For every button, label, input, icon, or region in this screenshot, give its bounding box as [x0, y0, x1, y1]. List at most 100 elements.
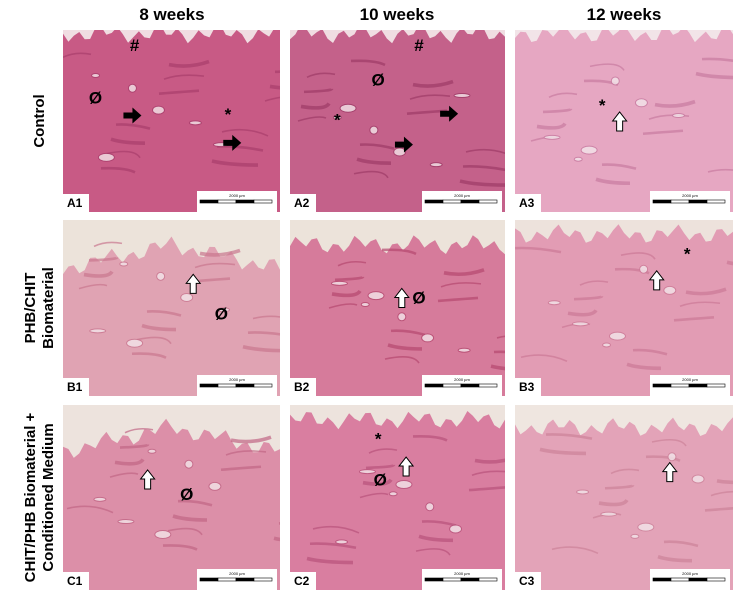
tissue-fiber — [353, 170, 389, 179]
panel-label-box — [290, 572, 316, 590]
image-panel — [290, 405, 505, 590]
panel-label: C1 — [67, 574, 83, 588]
white-arrow — [139, 469, 156, 490]
tissue-cavity — [184, 459, 194, 469]
scale-bar-segment — [217, 199, 237, 204]
scale-bar-segment — [652, 199, 672, 204]
annotation-symbol: Ø — [412, 289, 425, 308]
tissue-fiber — [136, 336, 172, 345]
panel-label: A3 — [519, 196, 535, 210]
tissue-fiber — [63, 52, 92, 59]
annotation-symbol: * — [225, 105, 232, 124]
tissue-cavity — [330, 280, 348, 286]
image-panel — [63, 405, 280, 590]
tissue-fiber — [158, 89, 200, 95]
tissue-fiber — [579, 280, 609, 286]
image-panel — [515, 405, 733, 590]
tissue-fiber — [465, 148, 505, 155]
scale-bar-segment — [688, 199, 708, 204]
scale-bar-segment — [253, 383, 273, 388]
panel-label-box — [515, 572, 541, 590]
tissue-fiber — [716, 479, 733, 485]
tissue — [290, 411, 505, 590]
scale-bar-segment — [424, 199, 444, 204]
image-panel — [515, 220, 733, 396]
annotation-symbol: Ø — [215, 305, 228, 324]
tissue-fiber — [567, 309, 598, 317]
scale-bar-label: 2000 µm — [229, 193, 245, 198]
tissue-cavity — [543, 134, 561, 140]
tissue-cavity — [188, 120, 202, 126]
tissue-fiber — [471, 470, 505, 477]
tissue-fiber — [242, 344, 280, 353]
tissue-fiber — [610, 468, 640, 475]
annotation-symbol: # — [414, 36, 424, 55]
tissue-cavity — [89, 328, 107, 334]
scale-bar-label: 2000 µm — [229, 377, 245, 382]
tissue-fiber — [657, 554, 693, 563]
scale-bar-segment — [442, 199, 462, 204]
tissue-cavity — [610, 76, 620, 86]
scale-bar-segment — [706, 577, 726, 582]
scale-bar-segment — [478, 199, 498, 204]
white-arrow — [185, 273, 202, 294]
scale-bar-segment — [688, 577, 708, 582]
tissue-fiber — [468, 486, 505, 492]
tissue-fiber — [654, 99, 696, 108]
tissue-fiber — [573, 294, 604, 301]
tissue — [63, 30, 280, 212]
panel-label-box — [63, 572, 89, 590]
annotation-symbol: Ø — [89, 89, 102, 108]
panel-label: B1 — [67, 380, 83, 394]
tissue-cavity — [691, 474, 705, 484]
tissue-fiber — [421, 520, 457, 527]
tissue-fiber — [601, 163, 637, 170]
image-panel — [290, 220, 505, 396]
scale-bar-segment — [460, 577, 480, 582]
tissue-cavity — [449, 524, 463, 534]
panel-label-box — [290, 194, 316, 212]
tissue-fiber — [114, 458, 145, 466]
tissue-cavity — [358, 469, 376, 475]
tissue-fiber — [78, 283, 108, 290]
scale-bar-segment — [706, 383, 726, 388]
tissue-fiber — [66, 505, 114, 514]
tissue-fiber — [381, 248, 417, 256]
tissue-cavity — [580, 145, 598, 155]
tissue-fiber — [412, 79, 454, 88]
tissue-fiber — [390, 329, 426, 337]
tissue-fiber — [368, 448, 398, 454]
tissue — [515, 224, 733, 396]
tissue-fiber — [520, 354, 568, 363]
tissue-fiber — [168, 59, 210, 68]
tissue-fiber — [645, 455, 681, 462]
black-arrow — [394, 136, 413, 153]
tissue-fiber — [109, 472, 139, 478]
tissue-cavity — [637, 522, 655, 532]
tissue-fiber — [626, 362, 662, 371]
tissue-cavity — [393, 147, 407, 157]
scale-bar-segment — [688, 383, 708, 388]
tissue-cavity — [147, 448, 157, 454]
tissue-fiber — [93, 241, 123, 248]
tissue-fiber — [119, 443, 150, 449]
tissue-cavity — [154, 530, 172, 539]
annotation-symbol: * — [375, 430, 382, 449]
tissue-fiber — [199, 248, 241, 257]
scale-bar-segment — [652, 577, 672, 582]
white-arrow — [648, 270, 665, 291]
tissue-fiber — [589, 63, 625, 71]
tissue-cavity — [388, 491, 398, 497]
tissue-fiber — [247, 331, 280, 336]
tissue-fiber — [412, 434, 448, 442]
row-label: Conditioned Medium — [40, 423, 57, 571]
tissue-cavity — [639, 264, 649, 274]
white-arrow — [393, 287, 410, 308]
annotation-symbol: # — [130, 36, 140, 55]
tissue — [290, 30, 505, 212]
tissue-fiber — [548, 92, 578, 99]
scale-bar-segment — [235, 199, 255, 204]
scale-bar-segment — [199, 383, 219, 388]
tissue-fiber — [710, 490, 733, 497]
tissue-cavity — [397, 312, 407, 322]
